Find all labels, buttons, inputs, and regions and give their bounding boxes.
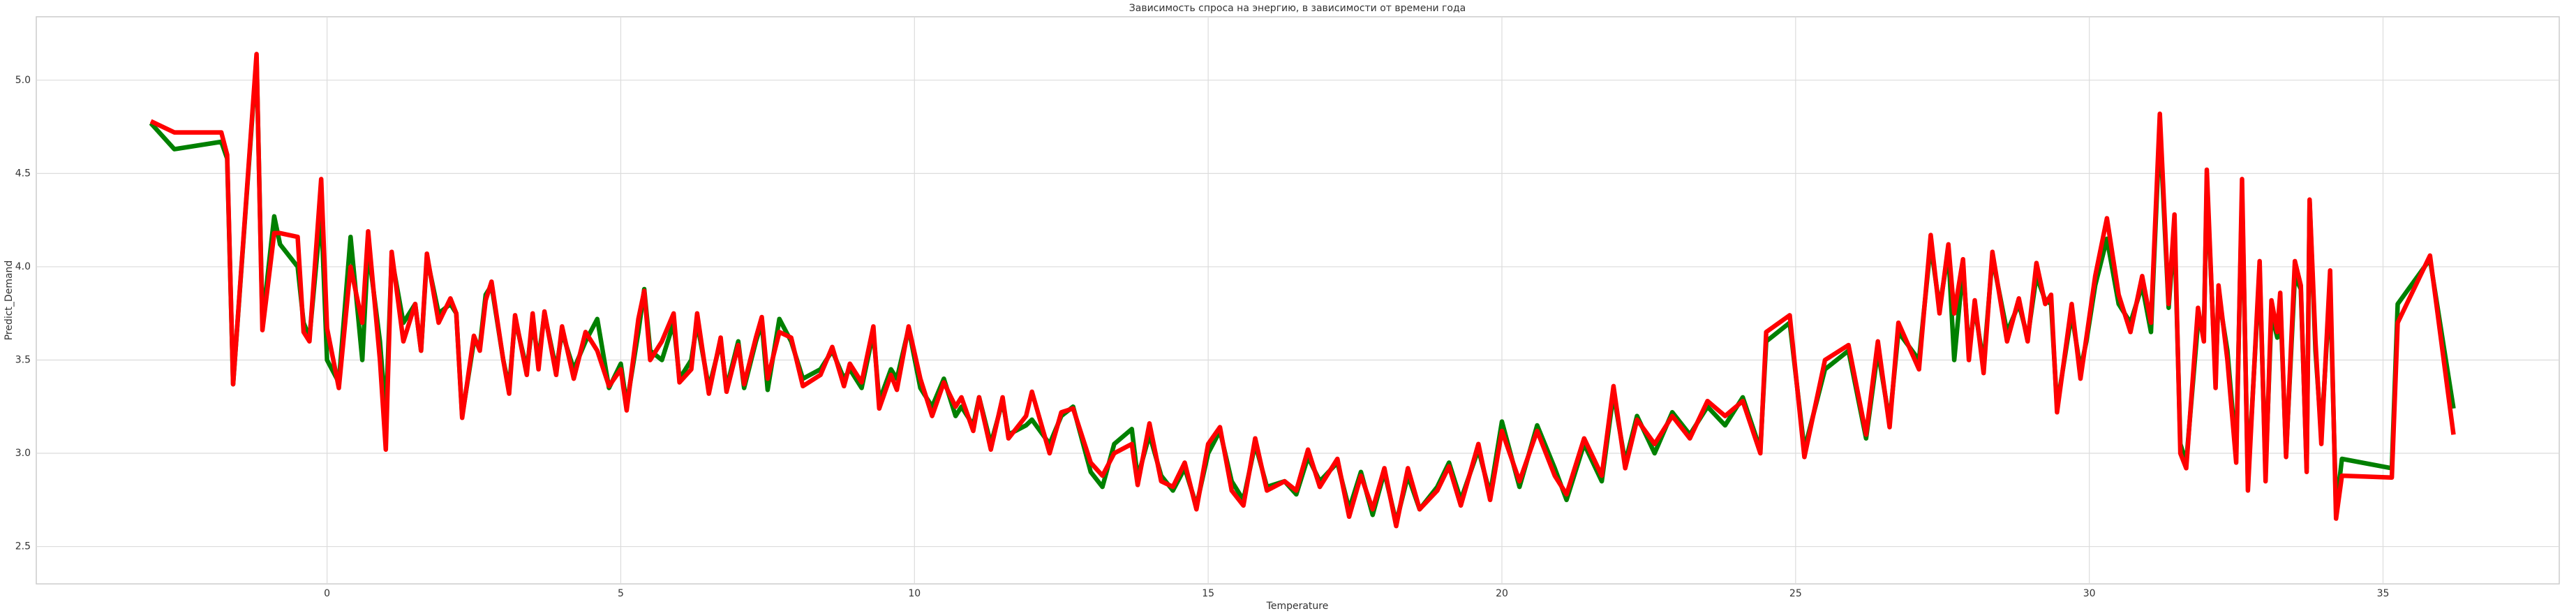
chart-title: Зависимость спроса на энергию, в зависим… (1129, 3, 1466, 14)
x-tick-label: 30 (2083, 588, 2096, 599)
x-tick-label: 35 (2377, 588, 2390, 599)
series-line (149, 52, 2456, 529)
y-axis-label: Predict_Demand (3, 261, 15, 341)
y-tick-label: 4.0 (15, 261, 31, 272)
y-tick-label: 3.0 (15, 448, 31, 459)
x-axis-label: Temperature (1266, 601, 1329, 612)
plot-frame (36, 16, 2560, 585)
x-tick-label: 5 (618, 588, 624, 599)
x-tick-label: 15 (1202, 588, 1214, 599)
x-tick-label: 20 (1496, 588, 1508, 599)
y-tick-label: 5.0 (15, 75, 31, 86)
x-tick-label: 0 (324, 588, 330, 599)
y-tick-label: 2.5 (15, 541, 31, 552)
x-tick-label: 10 (908, 588, 921, 599)
x-tick-label: 25 (1789, 588, 1802, 599)
y-tick-label: 3.5 (15, 354, 31, 365)
y-tick-label: 4.5 (15, 168, 31, 179)
